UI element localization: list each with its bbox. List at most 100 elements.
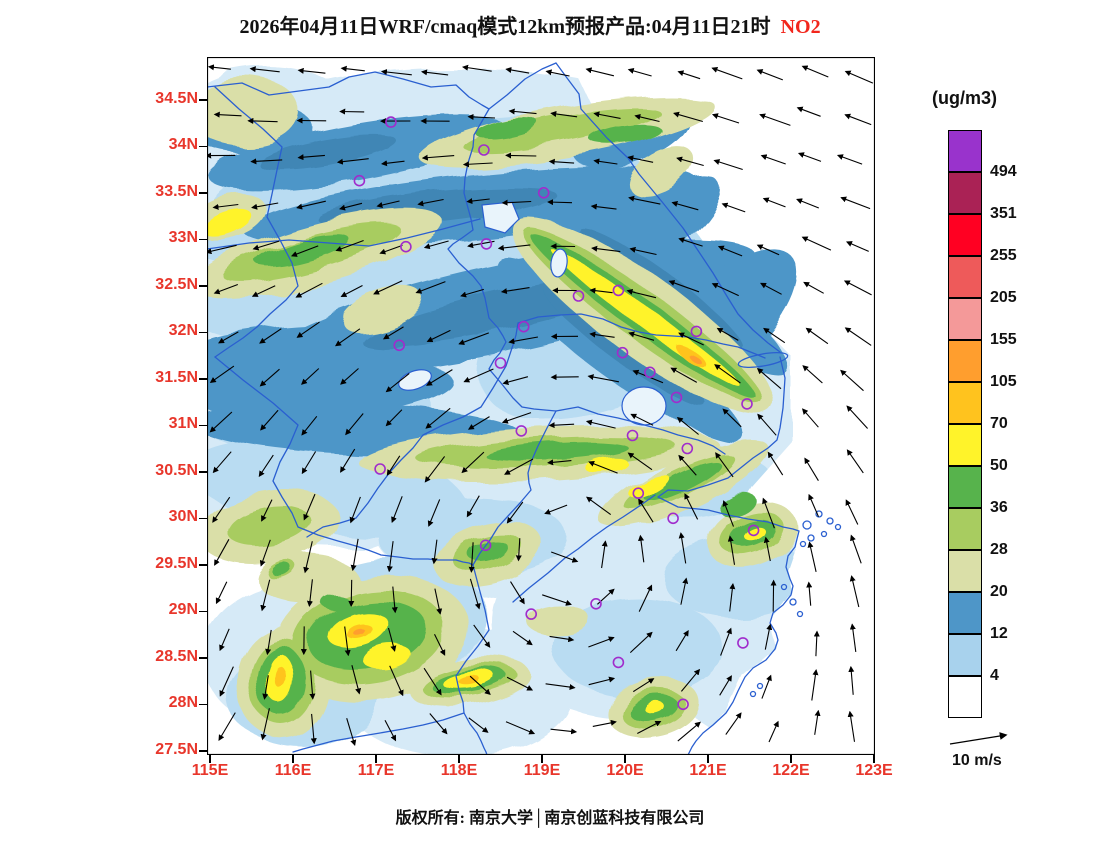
wind-arrow: [711, 282, 739, 297]
wind-arrow: [344, 626, 351, 657]
wind-arrow: [677, 70, 701, 80]
wind-arrow: [303, 541, 313, 574]
wind-arrow: [845, 241, 869, 252]
wind-arrow: [803, 281, 824, 294]
colorbar-label-105: 105: [990, 373, 1017, 390]
lat-label-31N: 31N: [168, 415, 198, 433]
colorbar-box-10: [948, 550, 982, 592]
colorbar-label-155: 155: [990, 331, 1017, 348]
wind-arrow: [551, 551, 579, 563]
city-marker: [385, 116, 397, 128]
wind-arrow: [249, 66, 280, 73]
city-marker: [690, 325, 703, 338]
wind-arrow: [805, 327, 829, 345]
border-shandong-jiangsu: [207, 62, 557, 110]
lat-tick: [199, 750, 207, 752]
lon-label-120E: 120E: [606, 762, 644, 779]
wind-arrow: [373, 280, 403, 295]
wind-arrow: [261, 499, 273, 522]
city-marker: [537, 187, 550, 199]
coastline-south: [657, 356, 800, 755]
wind-arrow: [846, 405, 869, 429]
wind-arrow: [301, 415, 318, 436]
wind-arrow: [586, 496, 612, 516]
lat-label-29N: 29N: [168, 601, 198, 619]
wind-arrow: [508, 336, 538, 345]
lon-tick: [624, 755, 626, 763]
wind-arrow: [550, 728, 578, 735]
city-marker: [517, 320, 530, 333]
wind-arrow: [468, 542, 475, 573]
lake-taihu: [621, 386, 667, 426]
wind-arrow: [727, 535, 736, 565]
wind-arrow: [207, 64, 231, 71]
wind-arrow: [467, 416, 490, 430]
city-marker: [612, 284, 625, 297]
islands-zhoushan: [749, 510, 842, 698]
wind-arrow: [840, 369, 864, 392]
wind-arrow: [630, 413, 654, 426]
wind-arrow: [671, 200, 699, 211]
wind-arrow: [807, 541, 817, 573]
border-fujian-jiangxi: [292, 712, 465, 753]
lat-label-34N: 34N: [168, 136, 198, 154]
wind-arrow: [638, 534, 645, 563]
wind-arrow: [814, 709, 821, 735]
wind-arrow: [627, 155, 654, 163]
wind-arrow: [678, 237, 703, 247]
coastline-north: [555, 62, 781, 353]
lat-label-28.5N: 28.5N: [155, 647, 198, 665]
lat-tick: [199, 564, 207, 566]
wind-arrow: [340, 285, 363, 297]
wind-arrow: [590, 203, 617, 210]
wind-arrow: [629, 246, 657, 256]
wind-arrow: [588, 460, 618, 474]
wind-arrow: [260, 708, 270, 741]
lat-label-31.5N: 31.5N: [155, 368, 198, 386]
wind-arrow: [637, 720, 662, 734]
wind-arrow: [802, 365, 823, 384]
wind-arrow: [213, 111, 242, 118]
wind-arrow: [426, 329, 451, 343]
wind-arrow: [415, 281, 446, 294]
colorbar-box-8: [948, 466, 982, 508]
wind-arrow: [550, 110, 578, 118]
wind-arrow: [545, 683, 576, 691]
wind-arrow: [497, 244, 531, 251]
city-marker: [737, 637, 749, 649]
wind-arrow: [588, 676, 616, 686]
wind-arrow: [549, 635, 575, 643]
wind-arrow: [218, 331, 239, 344]
wind-arrow: [720, 627, 732, 656]
wind-arrow: [585, 419, 616, 429]
colorbar-label-351: 351: [990, 205, 1017, 222]
colorbar-box-12: [948, 634, 982, 676]
wind-arrow: [843, 280, 872, 296]
plot-title: 2026年04月11日WRF/cmaq模式12km预报产品:04月11日21时 N…: [0, 10, 1060, 39]
wind-arrow: [466, 198, 490, 205]
wind-vector-field: [207, 64, 874, 747]
island-chongming: [737, 352, 789, 368]
wind-arrow: [348, 579, 355, 608]
wind-arrow: [628, 331, 655, 341]
wind-arrow: [547, 459, 572, 466]
wind-arrow: [668, 280, 700, 293]
wind-reference-arrow: [949, 732, 1008, 745]
wind-arrow: [429, 713, 448, 735]
lat-tick: [199, 378, 207, 380]
colorbar-label-255: 255: [990, 247, 1017, 264]
city-marker: [494, 357, 507, 369]
border-hubei-anhui: [214, 356, 357, 547]
no2-contour-map: [207, 57, 875, 755]
city-marker: [400, 240, 412, 253]
wind-arrow: [502, 376, 529, 385]
wind-arrow: [510, 581, 525, 605]
wind-arrow: [676, 416, 699, 435]
wind-arrow: [251, 202, 279, 210]
city-marker: [478, 144, 490, 156]
wind-arrow: [684, 493, 699, 520]
wind-arrow: [797, 152, 822, 162]
wind-arrow: [469, 675, 491, 696]
wind-arrow: [847, 710, 856, 742]
wind-arrow: [340, 448, 356, 473]
